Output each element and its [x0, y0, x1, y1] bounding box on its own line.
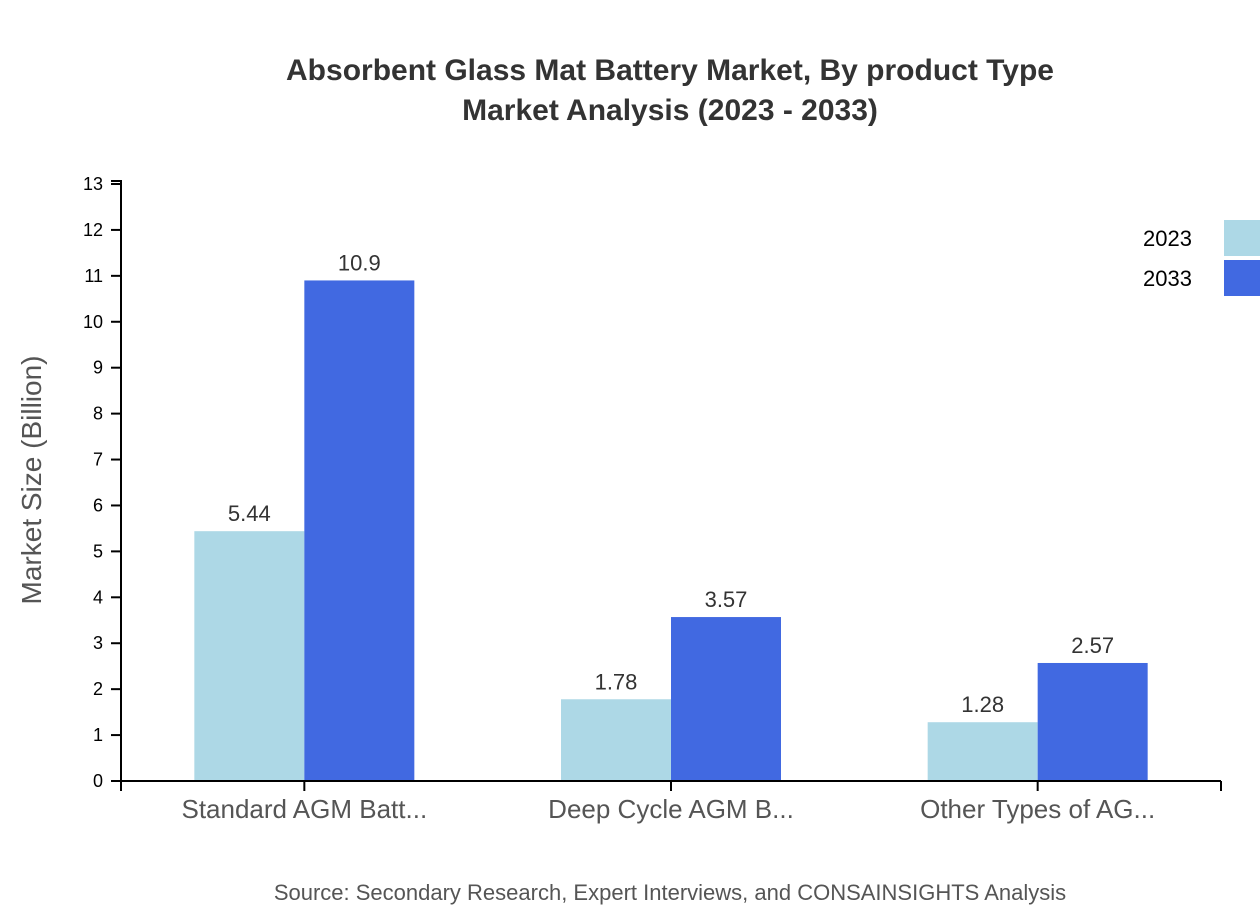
bar-2033-0: [304, 280, 415, 781]
y-tick-label: 4: [93, 587, 103, 607]
y-tick-label: 9: [93, 358, 103, 378]
chart-title: Absorbent Glass Mat Battery Market, By p…: [286, 54, 1054, 87]
x-tick-label: Other Types of AG...: [920, 794, 1155, 824]
bar-2033-2: [1037, 662, 1148, 781]
data-label: 1.28: [961, 692, 1004, 717]
bar-2023-2: [927, 722, 1038, 781]
y-tick-label: 2: [93, 679, 103, 699]
x-tick-label: Standard AGM Batt...: [181, 794, 427, 824]
bar-2023-0: [194, 531, 305, 781]
bar-2033-1: [671, 617, 781, 781]
legend-swatch: [1224, 260, 1260, 296]
y-tick-label: 0: [93, 771, 103, 791]
y-tick-label: 7: [93, 450, 103, 470]
x-tick-label: Deep Cycle AGM B...: [548, 794, 794, 824]
y-tick-label: 8: [93, 404, 103, 424]
legend-label: 2023: [1143, 226, 1192, 251]
y-tick-label: 1: [93, 725, 103, 745]
y-tick-label: 12: [83, 220, 103, 240]
legend-label: 2033: [1143, 266, 1192, 291]
chart-subtitle: Market Analysis (2023 - 2033): [462, 94, 878, 127]
data-label: 5.44: [228, 501, 271, 526]
data-label: 1.78: [595, 669, 638, 694]
y-tick-label: 6: [93, 495, 103, 515]
y-tick-label: 5: [93, 541, 103, 561]
data-label: 2.57: [1071, 633, 1114, 658]
data-label: 10.9: [338, 250, 381, 275]
y-tick-label: 13: [83, 174, 103, 194]
bar-2023-1: [561, 699, 671, 781]
y-tick-label: 10: [83, 312, 103, 332]
source-note: Source: Secondary Research, Expert Inter…: [274, 880, 1066, 905]
data-label: 3.57: [705, 587, 748, 612]
legend-swatch: [1224, 220, 1260, 256]
y-tick-label: 3: [93, 633, 103, 653]
y-tick-label: 11: [84, 266, 103, 286]
y-axis-label: Market Size (Billion): [16, 356, 47, 605]
